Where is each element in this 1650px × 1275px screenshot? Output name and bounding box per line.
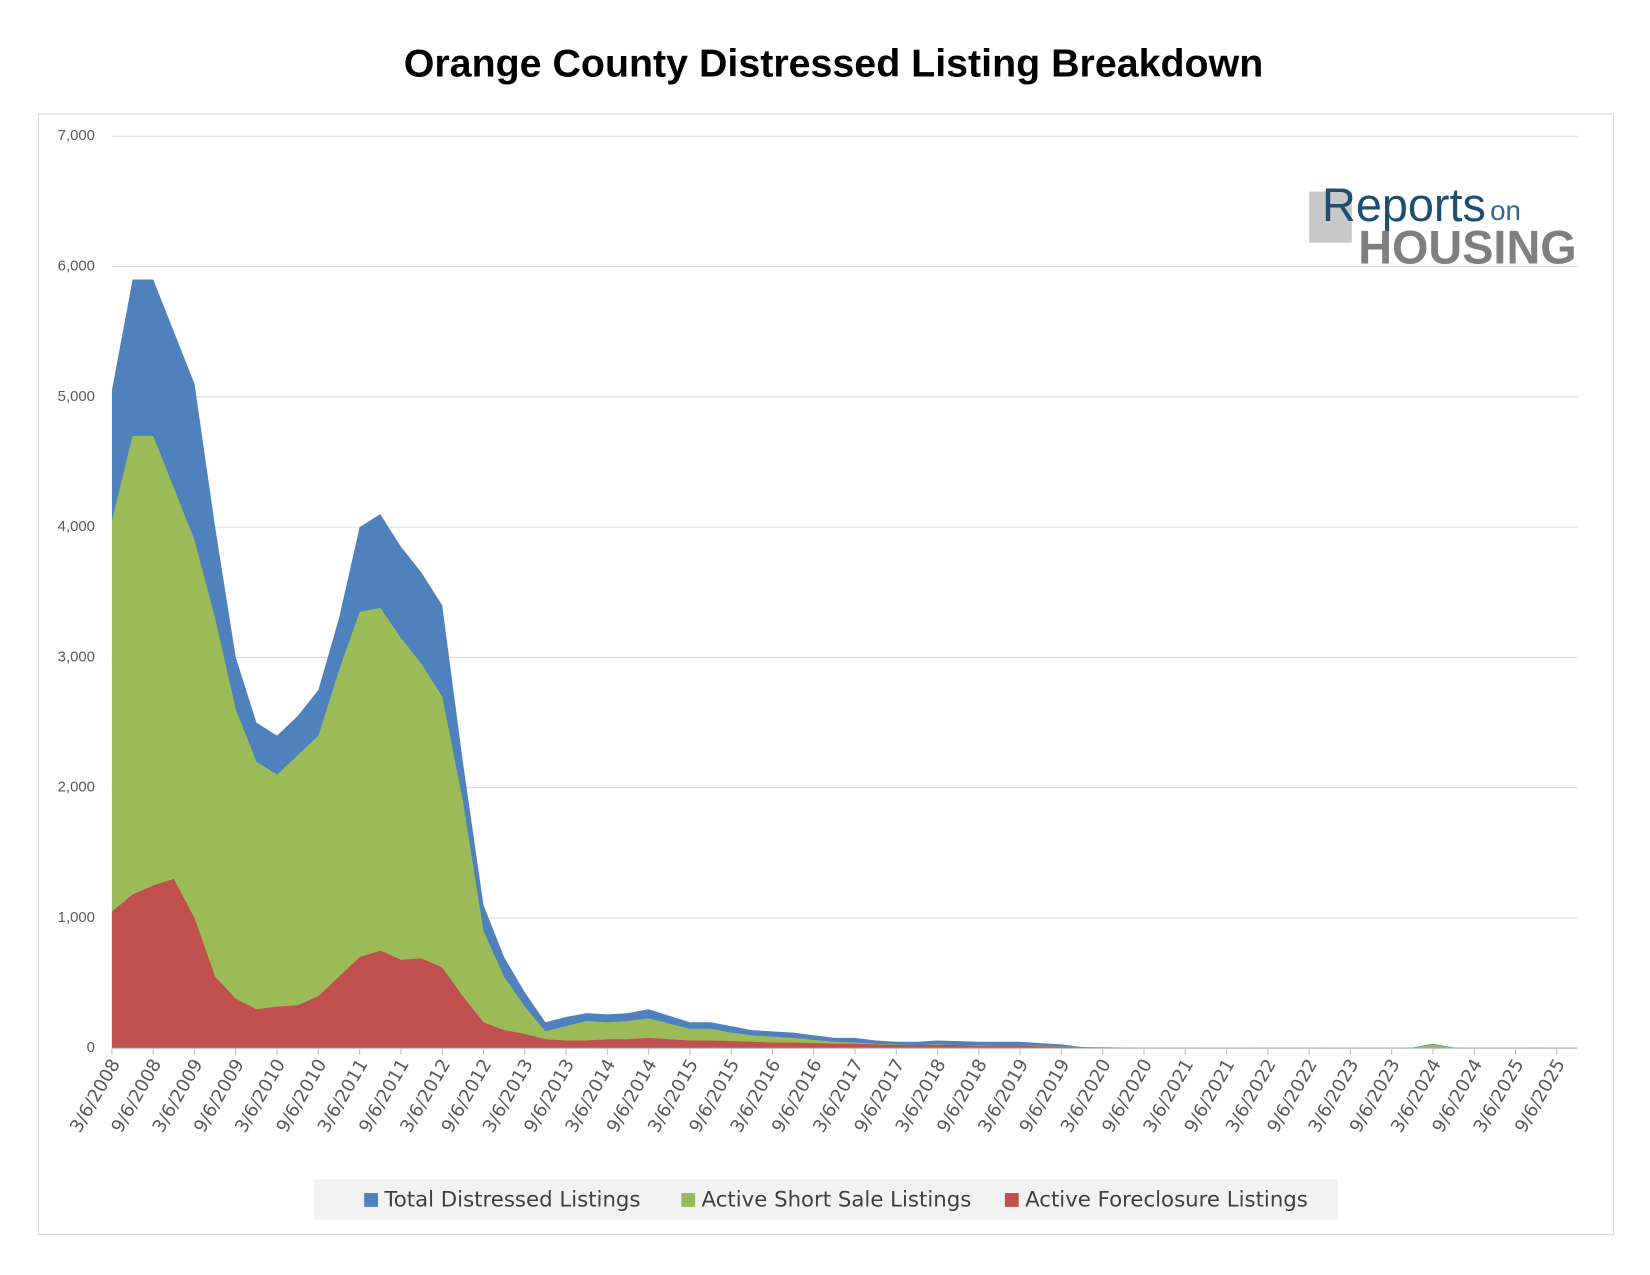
logo: Reports on HOUSING [1309,179,1577,274]
legend-box [314,1179,1338,1220]
legend-swatch [364,1193,379,1207]
y-tick-label: 2,000 [58,780,95,796]
area [111,435,1578,1049]
legend-label: Active Foreclosure Listings [1025,1188,1308,1213]
y-tick-label: 3,000 [58,649,95,665]
legend-label: Total Distressed Listings [383,1188,640,1213]
plot: 01,0002,0003,0004,0005,0006,0007,0003/6/… [58,128,1578,1220]
logo-brand: Reports [1322,179,1486,231]
legend-label: Active Short Sale Listings [702,1188,972,1213]
logo-connector: on [1490,195,1521,226]
legend-swatch [1004,1193,1019,1207]
logo-mark [1309,191,1352,243]
area [111,878,1578,1049]
y-tick-label: 6,000 [58,258,95,274]
y-tick-label: 7,000 [58,128,95,144]
chart-title: Orange County Distressed Listing Breakdo… [404,41,1264,85]
y-tick-label: 4,000 [58,519,95,535]
y-tick-label: 5,000 [58,389,95,405]
legend-swatch [681,1193,696,1207]
y-tick-label: 0 [87,1040,95,1056]
y-tick-label: 1,000 [58,910,95,926]
logo-subject: HOUSING [1358,222,1576,274]
